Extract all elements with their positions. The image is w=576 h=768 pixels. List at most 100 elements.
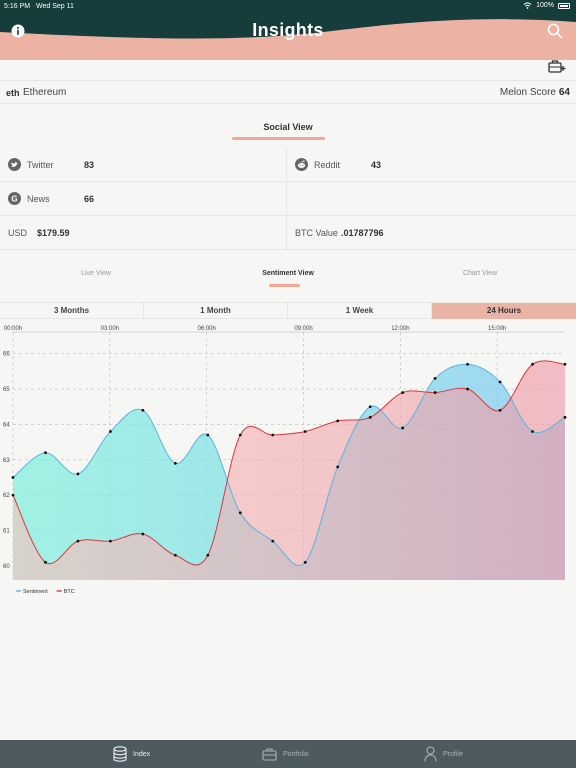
svg-text:G: G (11, 194, 17, 203)
range-tab-1-month[interactable]: 1 Month (144, 303, 288, 319)
data-point (433, 391, 437, 394)
user-icon (424, 746, 437, 762)
data-point (238, 433, 242, 437)
x-tick-label: 00:00h (4, 326, 22, 332)
sentiment-chart: 00:00h 03:00h 06:00h 09:00h 12:00h 15:00h 60 61… (0, 322, 576, 602)
melon-score-label: Melon Score (499, 87, 556, 98)
reddit-label: Reddit (314, 160, 341, 170)
search-icon[interactable] (547, 23, 563, 39)
sentiment-chart-svg: 00:00h 03:00h 06:00h 09:00h 12:00h 15:00h 60 61… (3, 326, 567, 595)
y-tick-label: 66 (3, 352, 10, 358)
data-point (303, 430, 307, 433)
usd-value: $179.59 (37, 228, 70, 238)
google-news-icon: G (8, 192, 21, 205)
y-tick-label: 64 (3, 422, 10, 428)
btc-value-label: BTC Value (295, 228, 338, 238)
data-point (336, 465, 340, 469)
nav-profile[interactable]: Profile (424, 740, 463, 768)
data-point (109, 430, 112, 433)
social-view-title[interactable]: Social View (263, 122, 313, 132)
briefcase-plus-icon[interactable] (548, 58, 566, 74)
range-tab-24-hours[interactable]: 24 Hours (432, 303, 576, 319)
x-tick-label: 06:00h (198, 326, 216, 332)
header: 5:16 PM Wed Sep 11 100% Insights (0, 0, 576, 60)
data-point (271, 433, 275, 437)
data-point (433, 377, 437, 380)
twitter-cell: Twitter 83 (0, 148, 287, 182)
data-point (303, 560, 307, 564)
wifi-icon (523, 2, 532, 9)
data-point (173, 461, 177, 465)
view-tab-underline (269, 284, 300, 287)
y-tick-label: 62 (3, 493, 10, 499)
reddit-icon (295, 158, 308, 171)
data-point (206, 553, 210, 557)
y-tick-label: 61 (3, 528, 10, 534)
data-point (11, 476, 15, 479)
data-point (173, 553, 177, 557)
x-tick-label: 09:00h (294, 326, 312, 332)
coin-row: eth Ethereum Melon Score 64 (0, 80, 576, 104)
y-tick-label: 65 (3, 387, 10, 393)
coin-symbol: eth (6, 88, 20, 98)
data-point (11, 493, 15, 497)
x-tick-label: 03:00h (101, 326, 119, 332)
data-point (531, 430, 534, 433)
data-point (206, 433, 210, 437)
twitter-icon (8, 158, 21, 171)
twitter-label: Twitter (27, 160, 54, 170)
status-right: 100% (523, 2, 570, 9)
info-icon[interactable] (11, 24, 25, 38)
data-point (368, 405, 372, 409)
legend-label: Sentiment (23, 589, 48, 595)
data-point (76, 472, 80, 476)
data-point (466, 362, 469, 366)
legend-label: BTC (64, 589, 75, 595)
usd-cell: USD $179.59 (0, 216, 287, 250)
btc-value-cell: BTC Value .01787796 (287, 216, 576, 250)
series-area-btc (13, 360, 565, 580)
tab-chart-view[interactable]: Chart View (462, 270, 498, 277)
briefcase-icon (262, 748, 277, 761)
range-tabs: 3 Months 1 Month 1 Week 24 Hours (0, 302, 576, 319)
data-point (238, 511, 242, 515)
nav-portfolio[interactable]: Portfolio (262, 740, 309, 768)
news-cell: G News 66 (0, 182, 287, 216)
social-view-underline (232, 137, 325, 140)
data-point (44, 451, 47, 455)
empty-cell (287, 182, 576, 216)
reddit-cell: Reddit 43 (287, 148, 576, 182)
database-icon (113, 746, 127, 762)
status-time: 5:16 PM (4, 3, 31, 10)
battery-percent: 100% (536, 2, 554, 9)
news-label: News (27, 194, 50, 204)
news-value: 66 (84, 194, 95, 204)
tab-sentiment-view[interactable]: Sentiment View (262, 270, 314, 277)
header-background (0, 0, 576, 60)
y-tick-label: 63 (3, 458, 10, 464)
nav-profile-label: Profile (443, 750, 463, 758)
data-point (271, 539, 275, 543)
data-point (498, 408, 502, 412)
data-point (336, 419, 340, 423)
range-tab-3-months[interactable]: 3 Months (0, 303, 144, 319)
data-point (44, 560, 47, 564)
coin-name: Ethereum (23, 87, 67, 98)
nav-portfolio-label: Portfolio (283, 750, 309, 758)
nav-index[interactable]: Index (113, 740, 150, 768)
page-title: Insights (252, 20, 324, 40)
data-point (531, 362, 534, 366)
data-point (498, 380, 502, 384)
tab-live-view[interactable]: Live View (81, 270, 111, 277)
social-stats-grid: Twitter 83 Reddit 43 G News 66 USD $179.… (0, 148, 576, 250)
usd-label: USD (8, 228, 28, 238)
data-point (401, 391, 405, 394)
x-tick-label: 12:00h (391, 326, 409, 332)
nav-index-label: Index (133, 750, 151, 758)
data-point (109, 539, 112, 543)
data-point (466, 387, 469, 391)
y-tick-label: 60 (3, 564, 10, 570)
data-point (141, 408, 145, 412)
btc-value: .01787796 (341, 228, 384, 238)
range-tab-1-week[interactable]: 1 Week (288, 303, 432, 319)
